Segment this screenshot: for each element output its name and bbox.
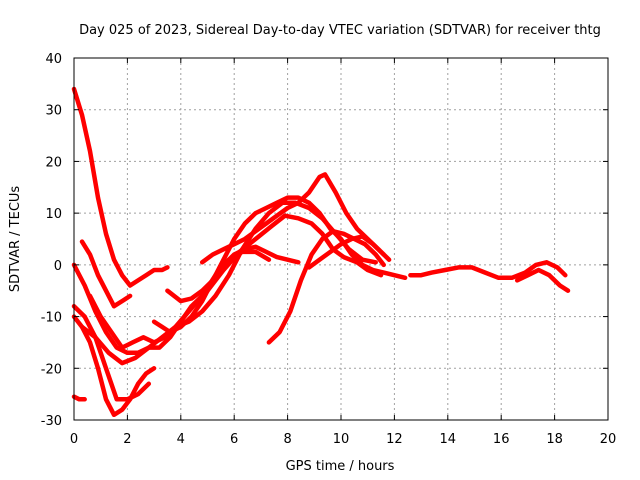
series-line-track-11 [266,228,386,345]
series-line-track-1 [71,86,170,288]
y-axis-label: SDTVAR / TECUs [8,186,23,293]
y-tick-label: 0 [54,259,62,274]
x-tick-label: 14 [440,432,457,447]
x-tick-label: 20 [600,432,617,447]
y-tick-label: 30 [45,104,62,119]
x-tick-label: 10 [333,432,350,447]
series-line-track-9 [165,244,301,304]
series-line-track-13 [408,260,568,281]
series-line-track-14 [514,267,571,293]
y-tick-label: -20 [41,362,62,377]
y-tick-label: 20 [45,155,62,170]
y-tick-label: -30 [41,414,62,429]
x-tick-label: 6 [230,432,238,447]
y-tick-label: -10 [41,311,62,326]
series-line-track-2 [79,239,133,309]
series-line-track-5 [71,314,157,418]
series-line-track-15 [71,394,87,402]
x-tick-label: 16 [493,432,510,447]
x-tick-label: 18 [546,432,563,447]
tick-marks [73,57,609,421]
x-tick-label: 0 [70,432,78,447]
series-line-track-10 [199,172,392,265]
y-tick-label: 10 [45,207,62,222]
x-tick-label: 12 [386,432,403,447]
x-axis-label: GPS time / hours [286,459,395,474]
x-tick-labels: 0 2 4 6 8 10 12 14 16 18 20 [70,432,616,447]
data-series [71,86,571,418]
x-tick-label: 8 [283,432,291,447]
x-tick-label: 2 [123,432,131,447]
x-tick-label: 4 [177,432,185,447]
series-line-track-8 [151,195,408,335]
series-line-track-4 [71,303,152,402]
series-line-track-12 [306,234,386,270]
chart-title: Day 025 of 2023, Sidereal Day-to-day VTE… [79,23,601,38]
y-tick-labels: -30 -20 -10 0 10 20 30 40 [41,52,62,429]
y-tick-label: 40 [45,52,62,67]
